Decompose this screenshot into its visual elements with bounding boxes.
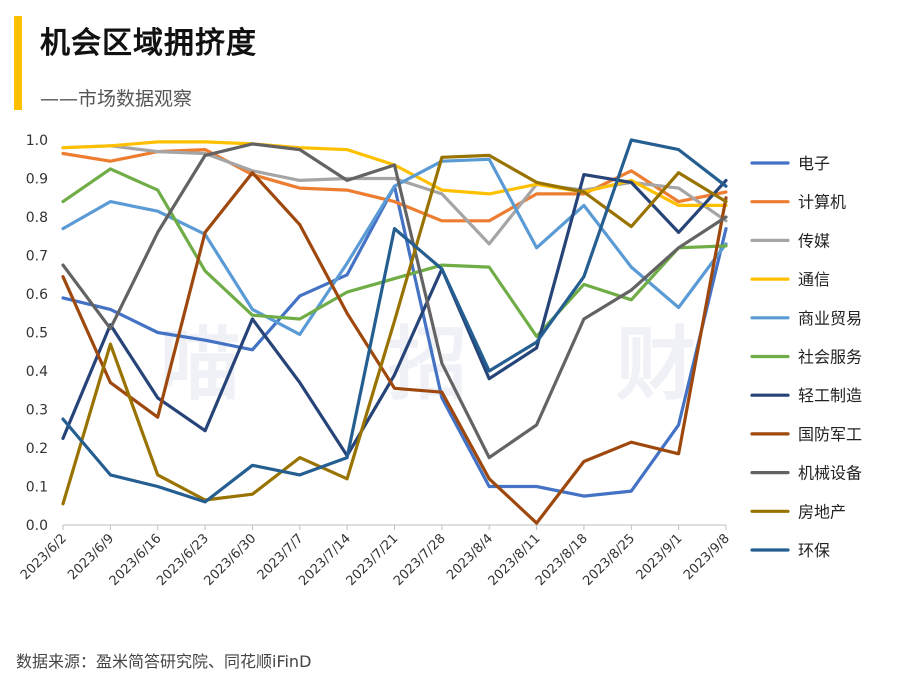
y-tick-label: 0.2 xyxy=(26,441,48,457)
x-tick-label: 2023/8/25 xyxy=(580,531,638,589)
y-axis: 0.0 0.1 0.2 0.3 0.4 0.5 0.6 0.7 0.8 0.9 1.0 xyxy=(26,133,48,534)
y-tick-label: 0.8 xyxy=(26,210,48,226)
y-tick-label: 0.9 xyxy=(26,172,48,188)
legend-label: 国防军工 xyxy=(798,425,862,444)
y-tick-label: 0.3 xyxy=(26,403,48,419)
x-tick-label: 2023/6/30 xyxy=(202,531,260,589)
y-tick-label: 0.0 xyxy=(26,518,48,534)
legend-label: 计算机 xyxy=(798,193,846,212)
y-tick-label: 0.5 xyxy=(26,326,48,342)
y-tick-label: 1.0 xyxy=(26,133,48,149)
legend-label: 社会服务 xyxy=(798,348,862,367)
legend-label: 环保 xyxy=(798,541,830,560)
series-line xyxy=(63,159,726,334)
y-tick-label: 0.7 xyxy=(26,249,48,265)
y-tick-label: 0.6 xyxy=(26,287,48,303)
y-tick-label: 0.4 xyxy=(26,364,48,380)
legend-label: 商业贸易 xyxy=(798,309,862,328)
series-line xyxy=(63,175,726,456)
legend-label: 电子 xyxy=(798,154,830,173)
legend-label: 通信 xyxy=(798,270,830,289)
x-tick-label: 2023/7/28 xyxy=(391,531,449,589)
legend-label: 轻工制造 xyxy=(798,386,862,405)
legend-label: 房地产 xyxy=(798,502,846,521)
legend-label: 传媒 xyxy=(798,231,830,250)
series-line xyxy=(63,155,726,503)
series-line xyxy=(63,169,726,337)
series-group xyxy=(63,140,726,523)
x-axis: 2023/6/22023/6/92023/6/162023/6/232023/6… xyxy=(18,525,733,589)
legend-label: 机械设备 xyxy=(798,464,862,483)
x-tick-label: 2023/9/8 xyxy=(681,531,733,583)
y-tick-label: 0.1 xyxy=(26,480,48,496)
x-tick-label: 2023/6/2 xyxy=(18,531,70,583)
x-tick-label: 2023/9/1 xyxy=(634,531,686,583)
data-source-note: 数据来源：盈米简答研究院、同花顺iFinD xyxy=(16,648,311,672)
